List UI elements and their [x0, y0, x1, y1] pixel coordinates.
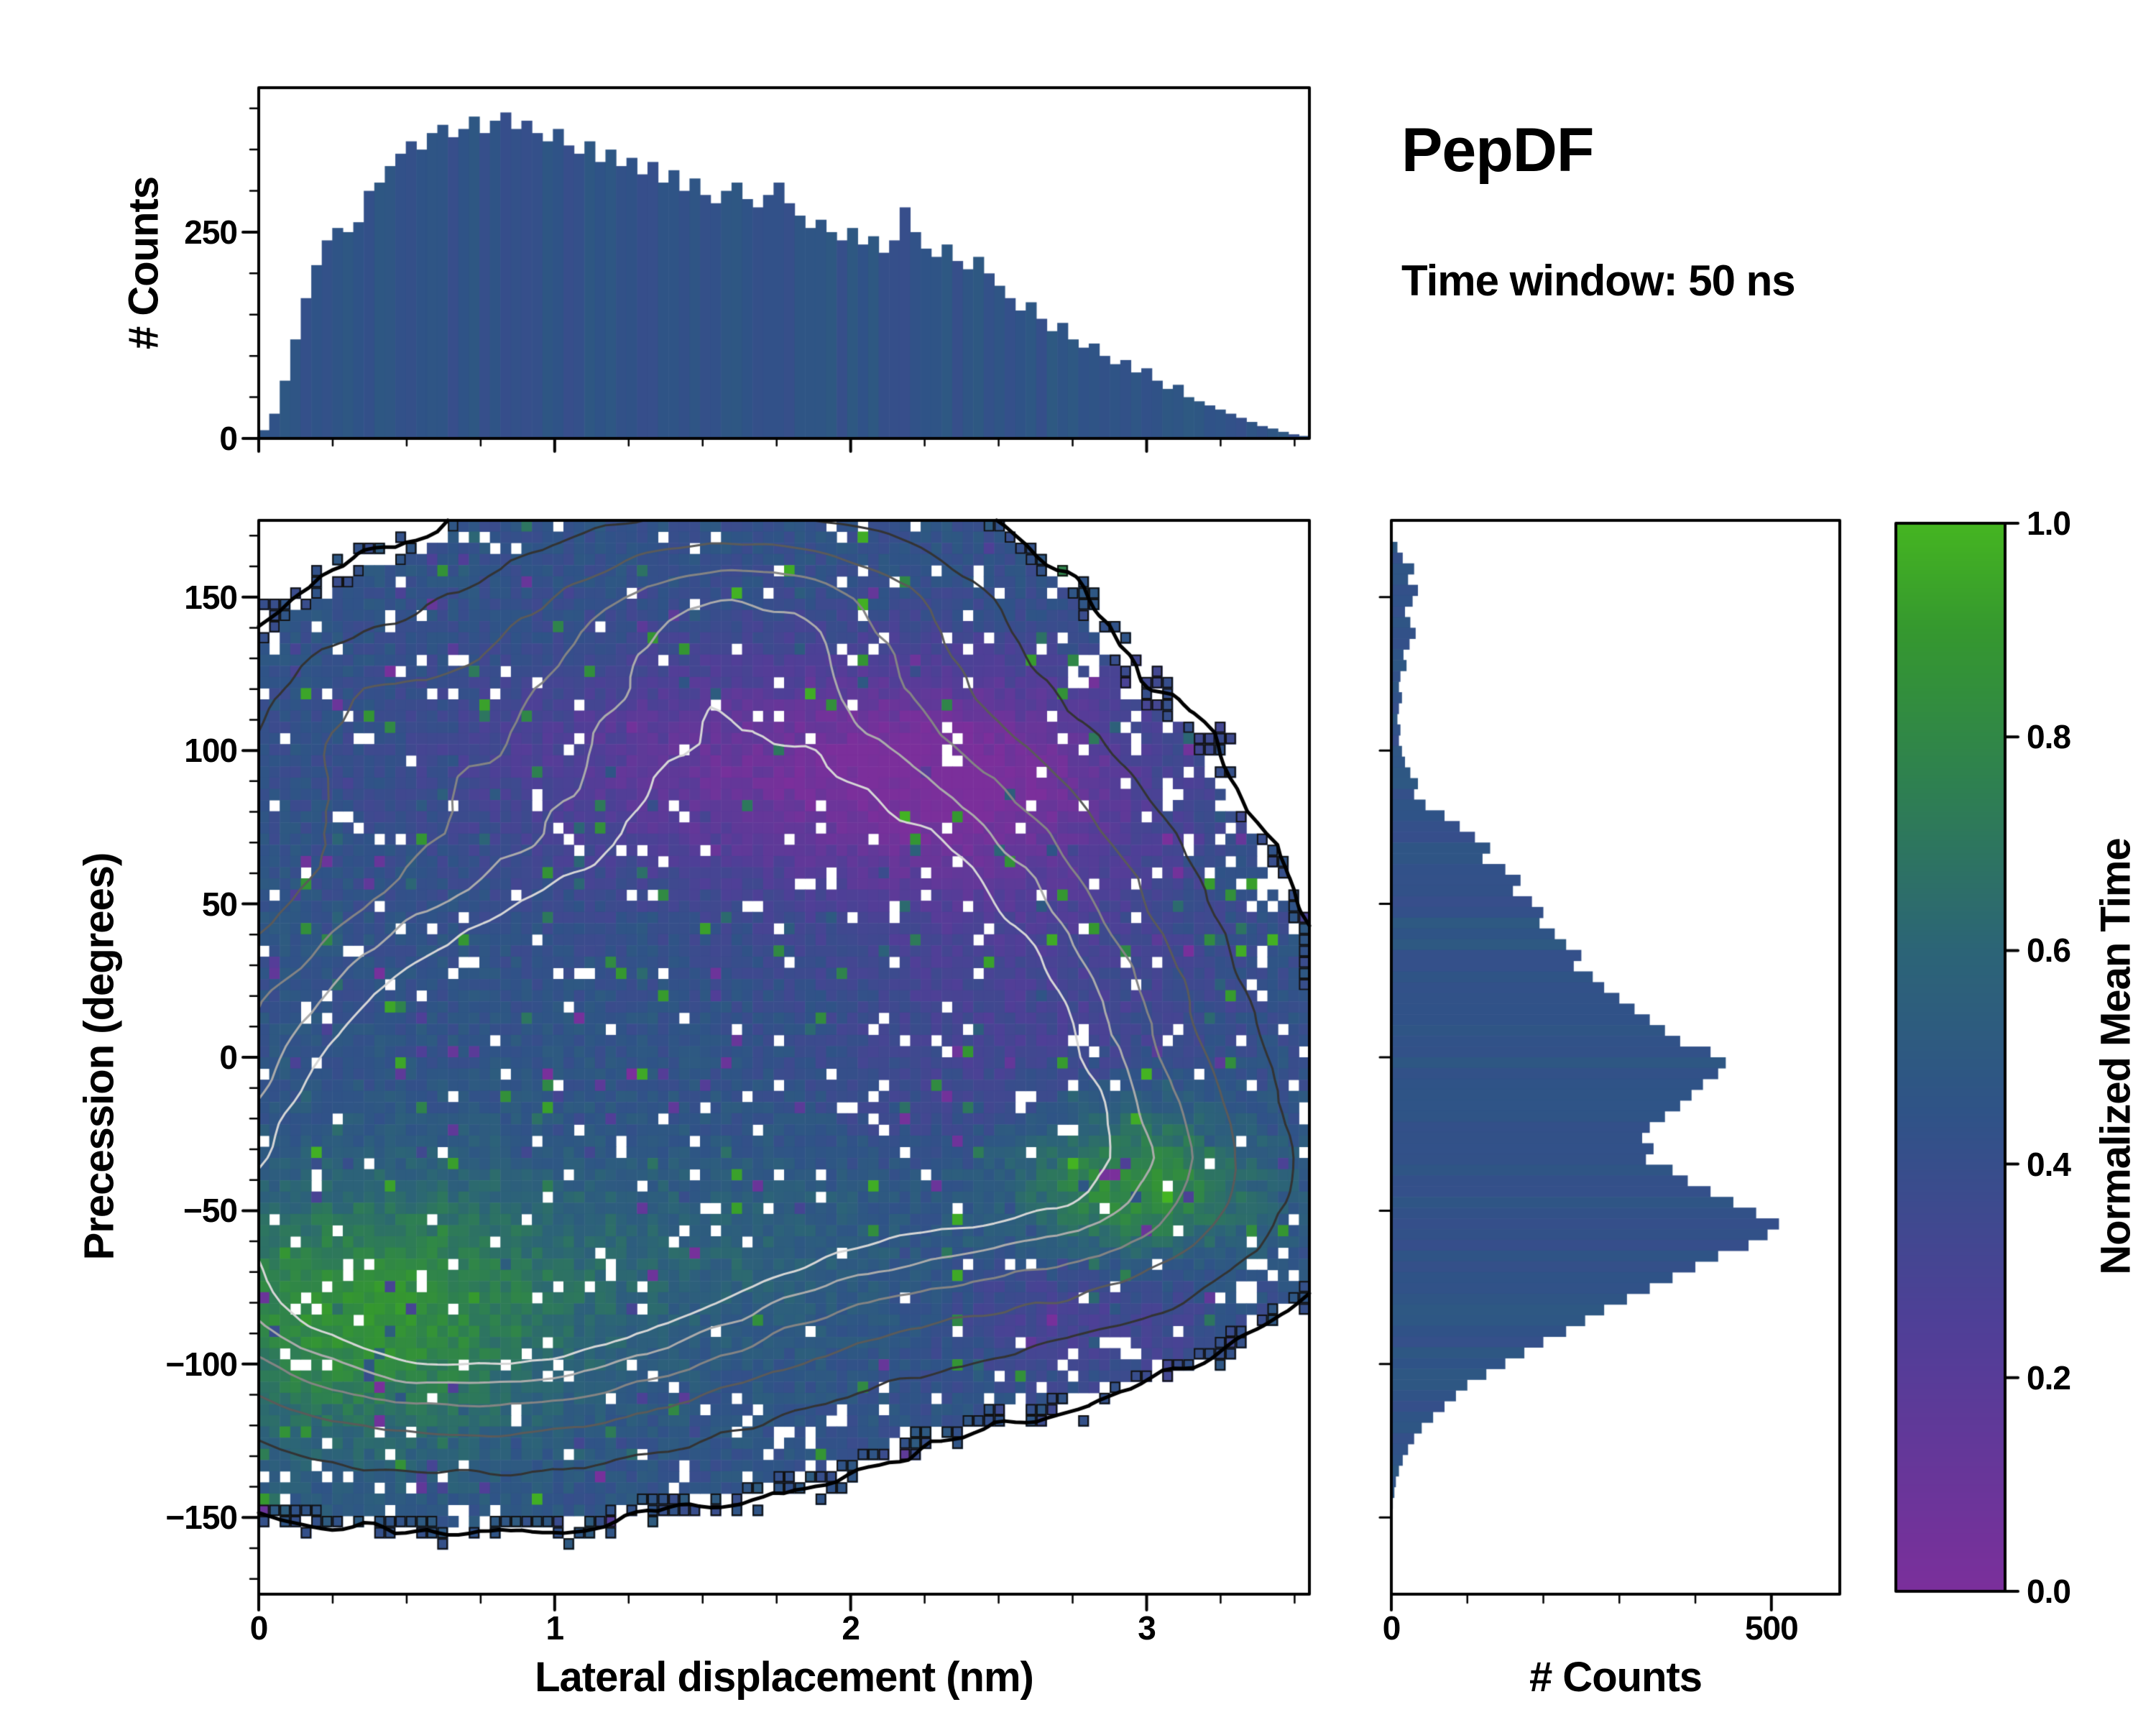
colorbar-tick: 1.0: [2027, 505, 2071, 542]
colorbar-tick: 0.6: [2027, 932, 2071, 970]
main-ytick: 50: [201, 885, 238, 923]
figure-subtitle: Time window: 50 ns: [1401, 257, 1796, 305]
main-xlabel: Lateral displacement (nm): [535, 1654, 1034, 1701]
main-ylabel: Precession (degrees): [75, 852, 123, 1261]
right-hist-xtick: 500: [1744, 1609, 1799, 1647]
top-hist-ytick: 250: [184, 213, 238, 251]
right-hist-xtick: 0: [1382, 1609, 1401, 1647]
main-ytick: 100: [184, 732, 238, 770]
colorbar-label: Normalized Mean Time: [2092, 838, 2139, 1275]
colorbar-tick: 0.2: [2027, 1358, 2071, 1397]
main-ytick: −150: [165, 1499, 238, 1537]
main-xtick: 0: [249, 1609, 269, 1647]
main-ytick: −50: [183, 1192, 238, 1230]
main-xtick: 1: [545, 1609, 565, 1647]
main-xtick: 2: [842, 1609, 860, 1647]
figure-title: PepDF: [1401, 116, 1594, 185]
colorbar-tick: 0.8: [2027, 718, 2071, 756]
top-hist-ytick: 0: [219, 420, 238, 457]
colorbar-tick: 0.0: [2027, 1573, 2071, 1610]
right-hist-xlabel: # Counts: [1529, 1654, 1703, 1701]
main-ytick: 150: [184, 578, 238, 616]
main-xtick: 3: [1138, 1609, 1156, 1647]
top-hist-ylabel: # Counts: [120, 176, 167, 350]
colorbar-tick: 0.4: [2027, 1145, 2071, 1183]
main-ytick: 0: [219, 1039, 238, 1076]
main-ytick: −100: [165, 1345, 238, 1383]
